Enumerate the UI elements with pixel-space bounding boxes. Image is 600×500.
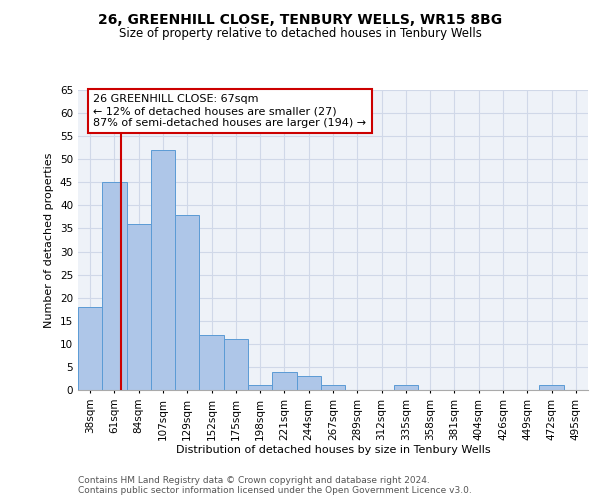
Bar [127,224,151,390]
Bar [151,150,175,390]
Bar [224,339,248,390]
Bar [539,386,564,390]
Bar [199,334,224,390]
Text: 26 GREENHILL CLOSE: 67sqm
← 12% of detached houses are smaller (27)
87% of semi-: 26 GREENHILL CLOSE: 67sqm ← 12% of detac… [94,94,367,128]
Text: Size of property relative to detached houses in Tenbury Wells: Size of property relative to detached ho… [119,28,481,40]
Y-axis label: Number of detached properties: Number of detached properties [44,152,55,328]
Bar [175,214,199,390]
X-axis label: Distribution of detached houses by size in Tenbury Wells: Distribution of detached houses by size … [176,446,490,456]
Bar [248,386,272,390]
Bar [321,386,345,390]
Text: 26, GREENHILL CLOSE, TENBURY WELLS, WR15 8BG: 26, GREENHILL CLOSE, TENBURY WELLS, WR15… [98,12,502,26]
Bar [78,307,102,390]
Text: Contains HM Land Registry data © Crown copyright and database right 2024.
Contai: Contains HM Land Registry data © Crown c… [78,476,472,495]
Bar [296,376,321,390]
Bar [272,372,296,390]
Bar [102,182,127,390]
Bar [394,386,418,390]
